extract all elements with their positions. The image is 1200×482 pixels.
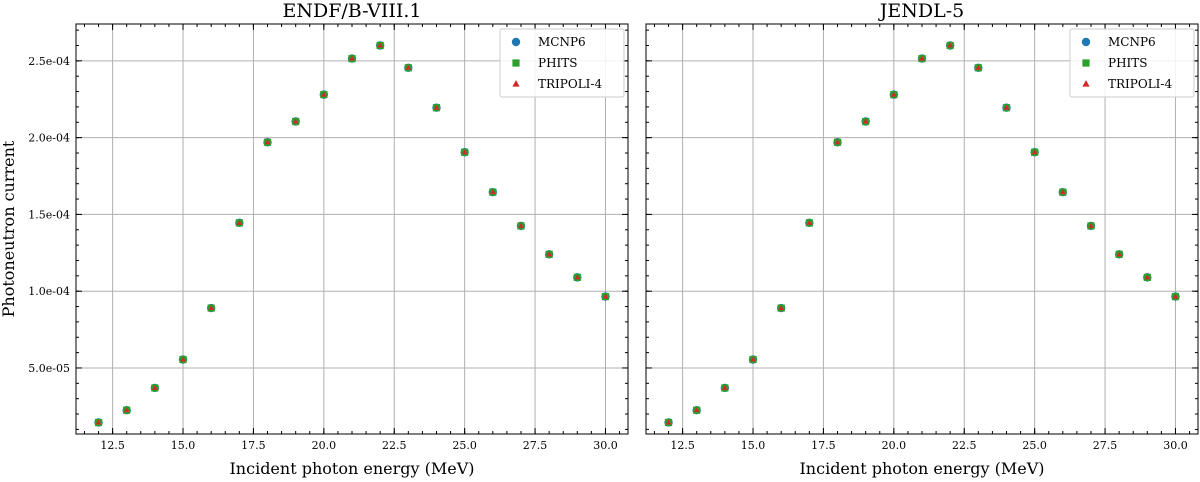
y-tick-label: 1.0e-04 xyxy=(28,285,70,298)
data-point-tripoli-4 xyxy=(834,139,841,145)
x-tick-label: 27.5 xyxy=(523,439,548,452)
legend-label: PHITS xyxy=(538,56,578,70)
data-point-tripoli-4 xyxy=(264,139,271,145)
data-point-tripoli-4 xyxy=(750,356,756,362)
data-point-tripoli-4 xyxy=(722,384,728,390)
data-point-tripoli-4 xyxy=(292,118,299,124)
left-chart-title: ENDF/B-VIII.1 xyxy=(282,0,421,22)
y-tick-label: 2.0e-04 xyxy=(28,132,70,145)
data-point-tripoli-4 xyxy=(806,219,813,225)
legend-marker-triangle xyxy=(512,80,520,87)
data-point-tripoli-4 xyxy=(349,55,355,61)
data-point-tripoli-4 xyxy=(95,419,102,425)
x-tick-label: 20.0 xyxy=(312,439,337,452)
legend-marker-square xyxy=(1082,59,1090,67)
y-tick-label: 5.0e-05 xyxy=(28,362,70,375)
data-point-tripoli-4 xyxy=(433,104,440,110)
data-point-tripoli-4 xyxy=(123,407,130,413)
data-point-tripoli-4 xyxy=(862,118,869,124)
x-tick-label: 27.5 xyxy=(1093,439,1118,452)
legend-label: MCNP6 xyxy=(1108,35,1156,49)
data-point-tripoli-4 xyxy=(665,419,672,425)
x-tick-label: 15.0 xyxy=(741,439,766,452)
x-tick-label: 17.5 xyxy=(811,439,836,452)
left-legend: MCNP6 PHITS TRIPOLI-4 xyxy=(499,28,625,98)
y-tick-label: 1.5e-04 xyxy=(28,208,70,221)
data-point-tripoli-4 xyxy=(377,42,383,48)
data-point-tripoli-4 xyxy=(1003,104,1010,110)
data-point-tripoli-4 xyxy=(1031,149,1038,155)
legend-label: PHITS xyxy=(1108,56,1148,70)
data-point-tripoli-4 xyxy=(891,91,897,97)
x-tick-label: 25.0 xyxy=(452,439,477,452)
x-tick-label: 17.5 xyxy=(241,439,266,452)
x-tick-label: 12.5 xyxy=(100,439,125,452)
legend-box xyxy=(499,28,625,98)
data-point-tripoli-4 xyxy=(546,251,552,257)
legend-label: MCNP6 xyxy=(538,35,586,49)
data-point-tripoli-4 xyxy=(405,64,412,70)
data-point-tripoli-4 xyxy=(1116,251,1122,257)
x-tick-label: 22.5 xyxy=(382,439,407,452)
legend-marker-circle xyxy=(1081,37,1091,47)
x-tick-label: 25.0 xyxy=(1022,439,1047,452)
data-point-tripoli-4 xyxy=(180,356,186,362)
data-point-tripoli-4 xyxy=(321,91,327,97)
data-point-tripoli-4 xyxy=(975,64,982,70)
right-x-axis-label: Incident photon energy (MeV) xyxy=(799,459,1044,478)
left-series-mcnp6 xyxy=(94,41,610,427)
x-tick-label: 20.0 xyxy=(882,439,907,452)
data-point-tripoli-4 xyxy=(1172,293,1179,299)
right-legend: MCNP6 PHITS TRIPOLI-4 xyxy=(1069,28,1195,98)
x-tick-label: 15.0 xyxy=(171,439,196,452)
data-point-tripoli-4 xyxy=(947,42,953,48)
data-point-tripoli-4 xyxy=(1088,222,1094,228)
data-point-tripoli-4 xyxy=(518,222,524,228)
data-point-tripoli-4 xyxy=(1144,274,1151,280)
left-series-tripoli-4 xyxy=(95,42,609,425)
data-point-tripoli-4 xyxy=(919,55,925,61)
x-tick-label: 30.0 xyxy=(593,439,618,452)
legend-label: TRIPOLI-4 xyxy=(1108,77,1172,91)
legend-marker-circle xyxy=(511,37,521,47)
data-point-tripoli-4 xyxy=(208,305,214,311)
legend-label: TRIPOLI-4 xyxy=(538,77,602,91)
right-series-mcnp6 xyxy=(664,41,1180,427)
data-point-tripoli-4 xyxy=(236,219,243,225)
data-point-tripoli-4 xyxy=(778,305,784,311)
legend-box xyxy=(1069,28,1195,98)
x-tick-label: 22.5 xyxy=(952,439,977,452)
x-tick-label: 30.0 xyxy=(1163,439,1188,452)
data-point-tripoli-4 xyxy=(1060,189,1066,195)
left-panel: ENDF/B-VIII.1 12.5 15.0 17.5 20.0 22.5 25.0 27.… xyxy=(0,0,629,478)
y-tick-label: 2.5e-04 xyxy=(28,55,70,68)
data-point-tripoli-4 xyxy=(693,407,700,413)
x-tick-label: 12.5 xyxy=(670,439,695,452)
right-panel: JENDL-5 12.5 15.0 17.5 20.0 22.5 25.0 27.5 30.0 I… xyxy=(645,0,1199,478)
right-plot-frame xyxy=(645,23,1199,435)
right-series-tripoli-4 xyxy=(665,42,1179,425)
left-y-axis-label: Photoneutron current xyxy=(0,140,18,317)
left-plot-frame xyxy=(75,23,629,435)
left-x-axis-label: Incident photon energy (MeV) xyxy=(229,459,474,478)
data-point-tripoli-4 xyxy=(574,274,581,280)
data-point-tripoli-4 xyxy=(490,189,496,195)
data-point-tripoli-4 xyxy=(152,384,158,390)
data-point-tripoli-4 xyxy=(602,293,609,299)
right-chart-title: JENDL-5 xyxy=(878,0,964,22)
data-point-tripoli-4 xyxy=(461,149,468,155)
legend-marker-triangle xyxy=(1082,80,1090,87)
legend-marker-square xyxy=(512,59,520,67)
